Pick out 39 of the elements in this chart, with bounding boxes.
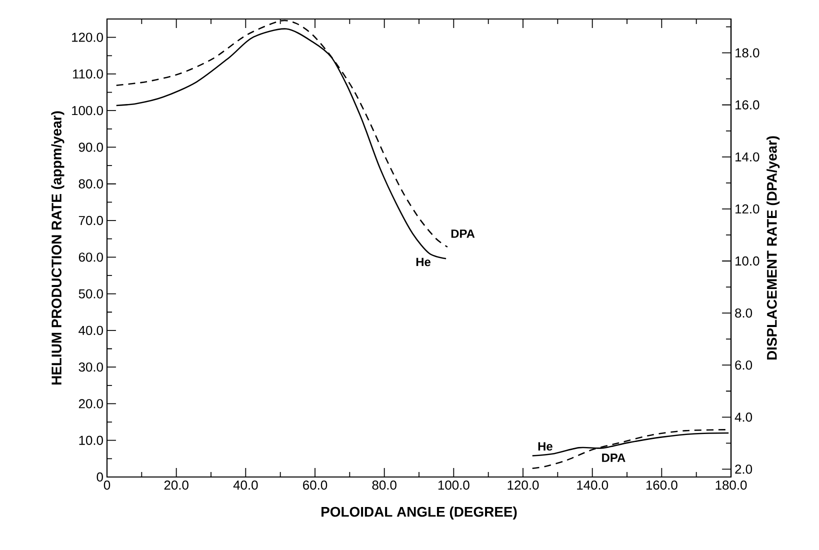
series-label: He: [538, 442, 552, 451]
x-tick-label: 80.0: [372, 480, 396, 490]
y2-tick-label: 6.0: [735, 360, 752, 370]
x-tick-label: 0: [104, 480, 110, 490]
y-tick-label: 80.0: [78, 179, 103, 188]
series-label: DPA: [602, 454, 626, 462]
y2-tick-label: 18.0: [736, 48, 760, 58]
y-tick-label: 0: [96, 472, 103, 482]
y-tick-label: 30.0: [78, 362, 103, 372]
y-tick-label: 70.0: [78, 216, 103, 226]
y2-tick-label: 16.0: [736, 100, 760, 110]
y-tick-label: 90.0: [78, 142, 103, 152]
x-tick-label: 140.0: [577, 480, 608, 490]
y-tick-label: 120.0: [72, 32, 103, 42]
y2-axis-title: DISPLACEMENT RATE (DPA/year): [766, 136, 780, 360]
y2-tick-label: 14.0: [736, 152, 760, 162]
x-tick-label: 180.0: [716, 480, 747, 490]
text: He: [416, 258, 430, 266]
x-tick-label: 120.0: [508, 480, 539, 490]
y2-tick-label: 2.0: [735, 464, 752, 474]
y2-tick-label: 10.0: [736, 256, 760, 266]
y-tick-label: 60.0: [78, 252, 103, 262]
text: DPA: [451, 230, 475, 238]
x-tick-label: 160.0: [646, 480, 678, 490]
y-tick-label: 40.0: [78, 326, 103, 336]
y-axis-title: HELIUM PRODUCTION RATE (appm/year): [51, 111, 64, 384]
y-tick-label: 20.0: [78, 399, 103, 408]
x-tick-label: 40.0: [233, 480, 258, 490]
x-tick-label: 60.0: [303, 480, 328, 490]
y2-tick-label: 12.0: [736, 204, 760, 214]
x-axis-title: POLOIDAL ANGLE (DEGREE): [322, 506, 517, 520]
y-tick-label: 10.0: [79, 436, 103, 445]
y2-tick-label: 8.0: [735, 308, 752, 318]
y-tick-label: 110.0: [73, 69, 103, 79]
x-tick-label: 20.0: [164, 480, 188, 490]
y-tick-label: 100.0: [72, 106, 103, 116]
x-tick-label: 100.0: [438, 480, 470, 490]
y2-tick-label: 4.0: [734, 412, 752, 422]
y-tick-label: 50.0: [78, 289, 103, 298]
